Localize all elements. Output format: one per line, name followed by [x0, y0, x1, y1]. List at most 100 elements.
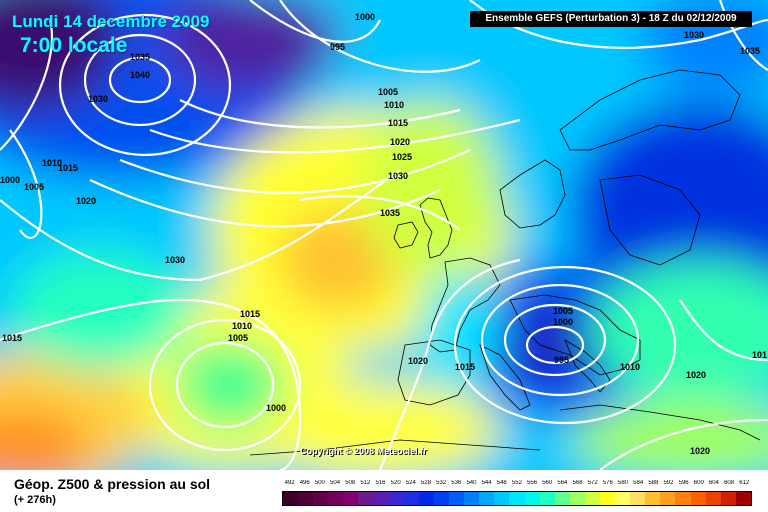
- color-scale-bar: [282, 491, 752, 506]
- product-title: Géop. Z500 & pression au sol: [14, 476, 211, 492]
- color-scale-swatch: [584, 492, 600, 505]
- color-scale-label: 508: [345, 480, 356, 486]
- isobar-label: 101: [752, 350, 767, 360]
- color-scale-label: 556: [527, 480, 538, 486]
- isobar-label: 1020: [76, 196, 96, 206]
- color-scale-swatch: [494, 492, 510, 505]
- isobar-label: 1020: [408, 356, 428, 366]
- color-scale-swatch: [449, 492, 465, 505]
- color-scale-swatch: [313, 492, 329, 505]
- isobar-label: 1035: [380, 208, 400, 218]
- forecast-date: Lundi 14 decembre 2009: [12, 12, 210, 31]
- color-scale-label: 540: [466, 480, 477, 486]
- color-scale-label: 496: [299, 480, 310, 486]
- color-scale-label: 536: [451, 480, 462, 486]
- isobar-label: 1005: [24, 182, 44, 192]
- color-scale-label: 524: [405, 480, 416, 486]
- isobar-label: 995: [330, 42, 345, 52]
- isobar-label: 1040: [130, 70, 150, 80]
- color-scale-label: 572: [587, 480, 598, 486]
- isobar-label: 1020: [390, 137, 410, 147]
- isobar-label: 1030: [388, 171, 408, 181]
- isobar-label: 1030: [165, 255, 185, 265]
- isobar-label: 1020: [686, 370, 706, 380]
- color-scale-swatch: [675, 492, 691, 505]
- color-scale-label: 512: [360, 480, 371, 486]
- color-scale-swatch: [328, 492, 344, 505]
- color-scale-label: 588: [648, 480, 659, 486]
- coastlines: [249, 69, 761, 456]
- color-scale-swatch: [403, 492, 419, 505]
- isobar-label: 1000: [0, 175, 20, 185]
- isobar-label: 1015: [240, 309, 260, 319]
- isobar-label: 1030: [684, 30, 704, 40]
- isobar-labels: 1000 995 1035 1040 1030 1005 1010 1015 1…: [0, 12, 767, 456]
- color-scale-swatch: [433, 492, 450, 505]
- isobar-label: 1005: [228, 333, 248, 343]
- color-scale-label: 544: [481, 480, 492, 486]
- color-scale-label: 568: [572, 480, 583, 486]
- color-scale-label: 592: [663, 480, 674, 486]
- isobar-label: 1035: [130, 52, 150, 62]
- color-scale-swatch: [343, 492, 359, 505]
- isobar-label: 1015: [2, 333, 22, 343]
- color-scale-swatch: [660, 492, 676, 505]
- color-scale-swatch: [479, 492, 495, 505]
- isobar-label: 1000: [553, 317, 573, 327]
- color-scale-swatch: [720, 492, 736, 505]
- color-scale-label: 504: [330, 480, 341, 486]
- color-scale-swatch: [539, 492, 555, 505]
- isobar-label: 1010: [384, 100, 404, 110]
- isobar-label: 1025: [392, 152, 412, 162]
- isobar-label: 1000: [266, 403, 286, 413]
- isobar-label: 1015: [455, 362, 475, 372]
- color-scale-swatch: [690, 492, 706, 505]
- color-scale-label: 600: [693, 480, 704, 486]
- color-scale-label: 492: [284, 480, 295, 486]
- isobar-label: 1015: [58, 163, 78, 173]
- color-scale-label: 584: [633, 480, 644, 486]
- color-scale-swatch: [283, 492, 299, 505]
- color-scale-swatch: [524, 492, 540, 505]
- isobar-label: 995: [554, 355, 569, 365]
- color-scale-swatch: [298, 492, 314, 505]
- model-run-label: Ensemble GEFS (Perturbation 3) - 18 Z du…: [470, 11, 752, 27]
- color-scale-swatch: [464, 492, 480, 505]
- isobar-label: 1010: [620, 362, 640, 372]
- isobar-label: 1035: [740, 46, 760, 56]
- color-scale-label: 560: [542, 480, 553, 486]
- color-scale-label: 520: [390, 480, 401, 486]
- color-scale-swatch: [509, 492, 525, 505]
- color-scale-label: 516: [375, 480, 386, 486]
- copyright: Copyright © 2008 Meteociel.fr: [300, 446, 427, 456]
- color-scale-swatch: [569, 492, 585, 505]
- forecast-time: 7:00 locale: [20, 34, 128, 57]
- color-scale-label: 596: [678, 480, 689, 486]
- color-scale-label: 576: [602, 480, 613, 486]
- color-scale-swatch: [554, 492, 570, 505]
- color-scale-swatch: [705, 492, 721, 505]
- isobar-label: 1020: [690, 446, 710, 456]
- color-scale-label: 604: [708, 480, 719, 486]
- color-scale-swatch: [735, 492, 751, 505]
- color-scale-label: 528: [420, 480, 431, 486]
- isobar-label: 1000: [355, 12, 375, 22]
- color-scale-label: 580: [618, 480, 629, 486]
- color-scale-swatch: [630, 492, 646, 505]
- color-scale-swatch: [615, 492, 631, 505]
- isobar-label: 1010: [232, 321, 252, 331]
- color-scale-label: 552: [511, 480, 522, 486]
- color-scale-label: 548: [496, 480, 507, 486]
- isobar-label: 1005: [553, 306, 573, 316]
- color-scale-label: 608: [724, 480, 735, 486]
- color-scale-swatch: [358, 492, 374, 505]
- color-scale-label: 500: [314, 480, 325, 486]
- weather-map: 1000 995 1035 1040 1030 1005 1010 1015 1…: [0, 0, 768, 470]
- isobar-label: 1010: [42, 158, 62, 168]
- isobar-label: 1015: [388, 118, 408, 128]
- geopotential-field: [0, 0, 768, 470]
- color-scale-label: 564: [557, 480, 568, 486]
- color-scale-swatch: [373, 492, 389, 505]
- color-scale-label: 532: [436, 480, 447, 486]
